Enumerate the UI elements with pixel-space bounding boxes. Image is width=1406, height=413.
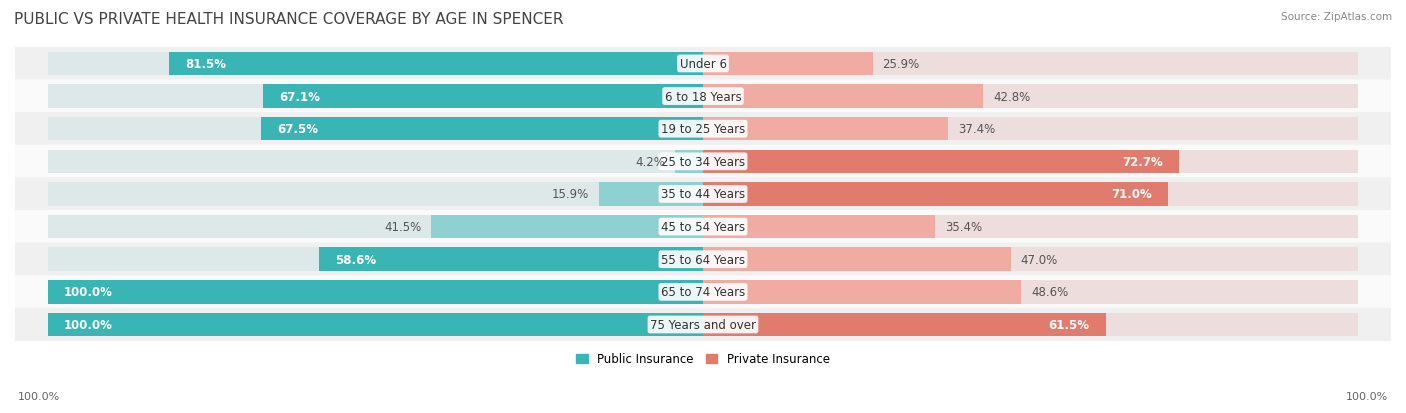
- Text: PUBLIC VS PRIVATE HEALTH INSURANCE COVERAGE BY AGE IN SPENCER: PUBLIC VS PRIVATE HEALTH INSURANCE COVER…: [14, 12, 564, 27]
- Text: 65 to 74 Years: 65 to 74 Years: [661, 286, 745, 299]
- FancyBboxPatch shape: [15, 80, 1391, 114]
- Text: 41.5%: 41.5%: [384, 221, 422, 233]
- Text: 35.4%: 35.4%: [945, 221, 981, 233]
- Bar: [703, 183, 1358, 206]
- Bar: [260, 118, 703, 141]
- FancyBboxPatch shape: [15, 47, 1391, 81]
- Bar: [703, 280, 1021, 304]
- Bar: [703, 52, 1358, 76]
- Text: 25.9%: 25.9%: [883, 58, 920, 71]
- Text: Source: ZipAtlas.com: Source: ZipAtlas.com: [1281, 12, 1392, 22]
- Bar: [703, 52, 873, 76]
- Text: 67.1%: 67.1%: [280, 90, 321, 103]
- Text: 71.0%: 71.0%: [1111, 188, 1152, 201]
- Bar: [48, 150, 703, 173]
- Bar: [703, 313, 1358, 337]
- Text: 100.0%: 100.0%: [1346, 391, 1388, 401]
- Text: 45 to 54 Years: 45 to 54 Years: [661, 221, 745, 233]
- Text: Under 6: Under 6: [679, 58, 727, 71]
- Text: 75 Years and over: 75 Years and over: [650, 318, 756, 331]
- Text: 58.6%: 58.6%: [336, 253, 377, 266]
- Text: 100.0%: 100.0%: [65, 286, 112, 299]
- Text: 19 to 25 Years: 19 to 25 Years: [661, 123, 745, 136]
- Text: 81.5%: 81.5%: [186, 58, 226, 71]
- Legend: Public Insurance, Private Insurance: Public Insurance, Private Insurance: [571, 348, 835, 370]
- Bar: [48, 52, 703, 76]
- Bar: [675, 150, 703, 173]
- Bar: [703, 313, 1107, 337]
- Text: 55 to 64 Years: 55 to 64 Years: [661, 253, 745, 266]
- FancyBboxPatch shape: [15, 243, 1391, 276]
- Text: 25 to 34 Years: 25 to 34 Years: [661, 155, 745, 169]
- FancyBboxPatch shape: [15, 178, 1391, 211]
- Text: 42.8%: 42.8%: [993, 90, 1031, 103]
- FancyBboxPatch shape: [15, 145, 1391, 178]
- Bar: [703, 118, 1358, 141]
- Bar: [48, 280, 703, 304]
- Bar: [703, 248, 1011, 271]
- Bar: [703, 150, 1180, 173]
- Bar: [48, 280, 703, 304]
- Text: 6 to 18 Years: 6 to 18 Years: [665, 90, 741, 103]
- Text: 100.0%: 100.0%: [18, 391, 60, 401]
- Bar: [703, 150, 1358, 173]
- FancyBboxPatch shape: [15, 113, 1391, 146]
- Text: 15.9%: 15.9%: [551, 188, 589, 201]
- Bar: [703, 118, 948, 141]
- Bar: [48, 313, 703, 337]
- FancyBboxPatch shape: [15, 211, 1391, 244]
- Bar: [263, 85, 703, 109]
- Text: 72.7%: 72.7%: [1122, 155, 1163, 169]
- FancyBboxPatch shape: [15, 308, 1391, 341]
- Bar: [703, 248, 1358, 271]
- Bar: [48, 118, 703, 141]
- Bar: [703, 215, 935, 239]
- Text: 47.0%: 47.0%: [1021, 253, 1059, 266]
- Bar: [48, 248, 703, 271]
- Text: 61.5%: 61.5%: [1049, 318, 1090, 331]
- Bar: [169, 52, 703, 76]
- Bar: [48, 183, 703, 206]
- Bar: [703, 280, 1358, 304]
- Bar: [703, 85, 1358, 109]
- Bar: [48, 85, 703, 109]
- Text: 4.2%: 4.2%: [636, 155, 665, 169]
- Bar: [703, 215, 1358, 239]
- Bar: [319, 248, 703, 271]
- Text: 48.6%: 48.6%: [1031, 286, 1069, 299]
- FancyBboxPatch shape: [15, 275, 1391, 309]
- Bar: [48, 313, 703, 337]
- Text: 100.0%: 100.0%: [65, 318, 112, 331]
- Bar: [48, 215, 703, 239]
- Text: 37.4%: 37.4%: [957, 123, 995, 136]
- Text: 67.5%: 67.5%: [277, 123, 318, 136]
- Bar: [703, 85, 983, 109]
- Bar: [703, 183, 1168, 206]
- Bar: [432, 215, 703, 239]
- Bar: [599, 183, 703, 206]
- Text: 35 to 44 Years: 35 to 44 Years: [661, 188, 745, 201]
